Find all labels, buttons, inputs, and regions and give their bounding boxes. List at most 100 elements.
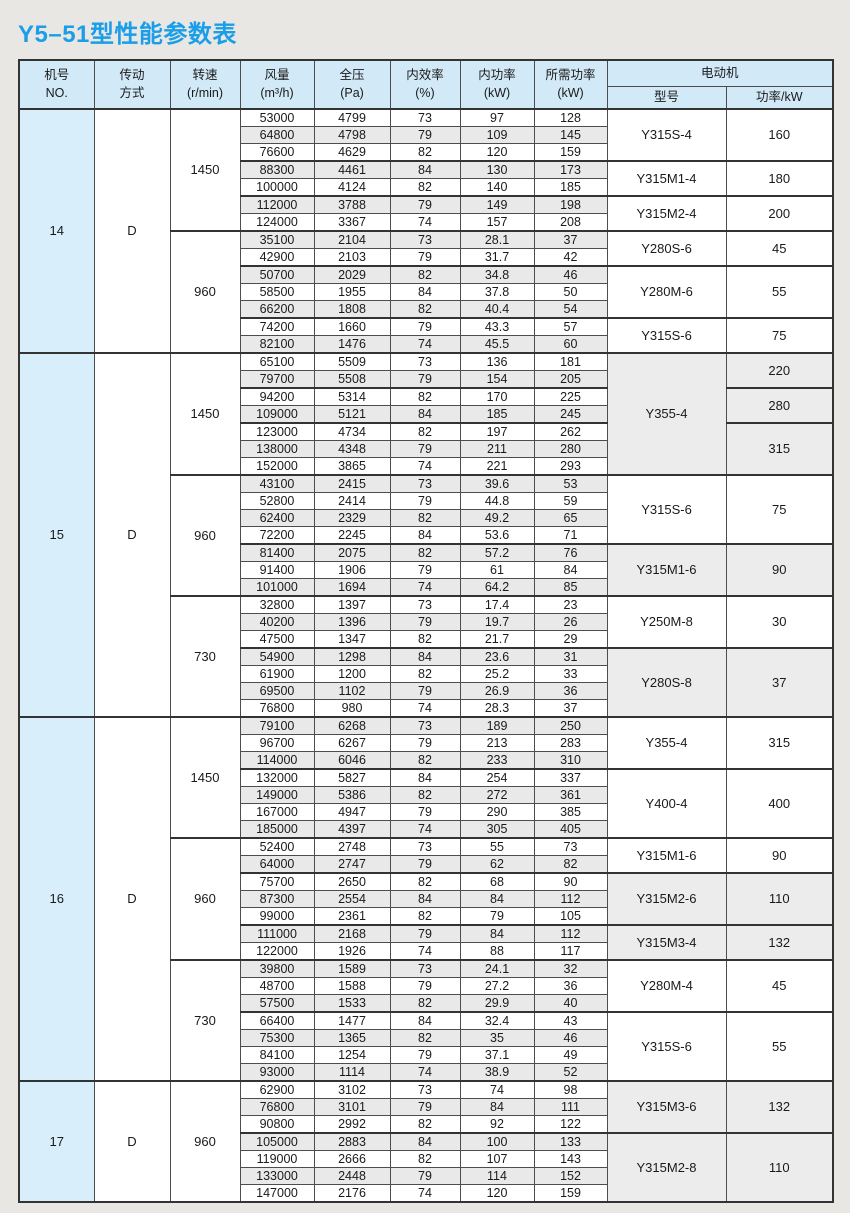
cell-pressure: 3865 [313,457,391,476]
cell-motor-model: Y315M3-6 [606,1080,727,1134]
cell-power: 79 [459,907,535,926]
cell-pressure: 1396 [313,613,391,631]
cell-efficiency: 73 [389,837,461,856]
cell-required-power: 152 [533,1167,608,1185]
cell-flow: 149000 [239,786,315,804]
cell-efficiency: 79 [389,440,461,458]
cell-efficiency: 82 [389,630,461,649]
cell-pressure: 4798 [313,126,391,144]
table-row: 96700 6267 79 213 283 [19,734,833,752]
cell-flow: 100000 [239,178,315,197]
cell-pressure: 1955 [313,283,391,301]
cell-flow: 132000 [239,768,315,787]
cell-flow: 79700 [239,370,315,389]
col-header-motor-power: 功率/kW [725,85,834,110]
cell-efficiency: 79 [389,924,461,943]
cell-motor-power: 280 [725,387,834,424]
cell-pressure: 2329 [313,509,391,527]
cell-flow: 82100 [239,335,315,354]
cell-flow: 53000 [239,108,315,127]
cell-efficiency: 82 [389,387,461,406]
cell-power: 120 [459,143,535,162]
cell-efficiency: 79 [389,126,461,144]
cell-motor-power: 315 [725,716,834,770]
table-row: 82100 1476 74 45.5 60 [19,335,833,354]
table-row: 112000 3788 79 149 198 Y315M2-4 200 [19,195,834,232]
cell-required-power: 310 [533,751,608,770]
cell-motor-power: 220 [725,352,834,389]
cell-pressure: 2883 [313,1132,391,1151]
cell-efficiency: 74 [389,1184,461,1203]
cell-power: 55 [459,837,535,856]
col-header-efficiency: 内效率 (%) [389,59,461,110]
col-header-drive: 传动 方式 [93,59,171,110]
table-row: 57500 1533 82 29.9 40 [19,994,833,1013]
cell-flow: 43100 [239,474,315,493]
cell-efficiency: 82 [389,422,461,441]
cell-power: 37.1 [459,1046,535,1064]
cell-power: 25.2 [459,665,535,683]
cell-power: 32.4 [459,1011,535,1030]
cell-efficiency: 82 [389,143,461,162]
cell-flow: 93000 [239,1063,315,1082]
cell-power: 61 [459,561,535,579]
cell-drive: D [93,108,171,354]
table-row: 75300 1365 82 35 46 [19,1029,833,1047]
cell-pressure: 4629 [313,143,391,162]
cell-efficiency: 82 [389,786,461,804]
cell-machine-no: 15 [18,352,95,718]
cell-efficiency: 74 [389,1063,461,1082]
cell-required-power: 159 [533,1184,608,1203]
cell-efficiency: 79 [389,613,461,631]
col-header-motor-model: 型号 [606,85,727,110]
cell-efficiency: 73 [389,474,461,493]
table-row: 730 39800 1589 73 24.1 32 Y280M-4 45 [19,959,834,1082]
cell-motor-power: 90 [725,837,834,874]
cell-required-power: 185 [533,178,608,197]
cell-flow: 96700 [239,734,315,752]
cell-efficiency: 73 [389,716,461,735]
cell-required-power: 173 [533,160,608,179]
cell-required-power: 60 [533,335,608,354]
cell-flow: 185000 [239,820,315,839]
cell-power: 38.9 [459,1063,535,1082]
cell-pressure: 1200 [313,665,391,683]
cell-power: 157 [459,213,535,232]
cell-efficiency: 73 [389,595,461,614]
cell-power: 120 [459,1184,535,1203]
cell-required-power: 122 [533,1115,608,1134]
cell-required-power: 82 [533,855,608,874]
cell-flow: 138000 [239,440,315,458]
header-row-motor-sub: 型号 功率/kW [19,85,834,110]
cell-required-power: 283 [533,734,608,752]
col-header-flow: 风量 (m³/h) [239,59,315,110]
cell-pressure: 1114 [313,1063,391,1082]
cell-flow: 112000 [239,195,315,214]
cell-power: 84 [459,1098,535,1116]
cell-pressure: 4461 [313,160,391,179]
cell-power: 39.6 [459,474,535,493]
cell-pressure: 4124 [313,178,391,197]
cell-efficiency: 79 [389,1167,461,1185]
cell-flow: 39800 [239,959,315,978]
cell-motor-power: 55 [725,265,834,319]
cell-motor-power: 200 [725,195,834,232]
cell-required-power: 36 [533,682,608,700]
cell-required-power: 205 [533,370,608,389]
cell-pressure: 3101 [313,1098,391,1116]
table-row: 93000 1114 74 38.9 52 [19,1063,833,1082]
cell-required-power: 128 [533,108,608,127]
cell-power: 170 [459,387,535,406]
cell-motor-model: Y315M2-4 [606,195,727,232]
cell-required-power: 385 [533,803,608,821]
cell-efficiency: 84 [389,647,461,666]
cell-flow: 65100 [239,352,315,371]
cell-power: 185 [459,405,535,424]
cell-efficiency: 79 [389,1098,461,1116]
cell-motor-model: Y315M3-4 [606,924,727,961]
cell-flow: 69500 [239,682,315,700]
cell-flow: 94200 [239,387,315,406]
cell-required-power: 245 [533,405,608,424]
cell-pressure: 5509 [313,352,391,371]
cell-motor-model: Y400-4 [606,768,727,839]
